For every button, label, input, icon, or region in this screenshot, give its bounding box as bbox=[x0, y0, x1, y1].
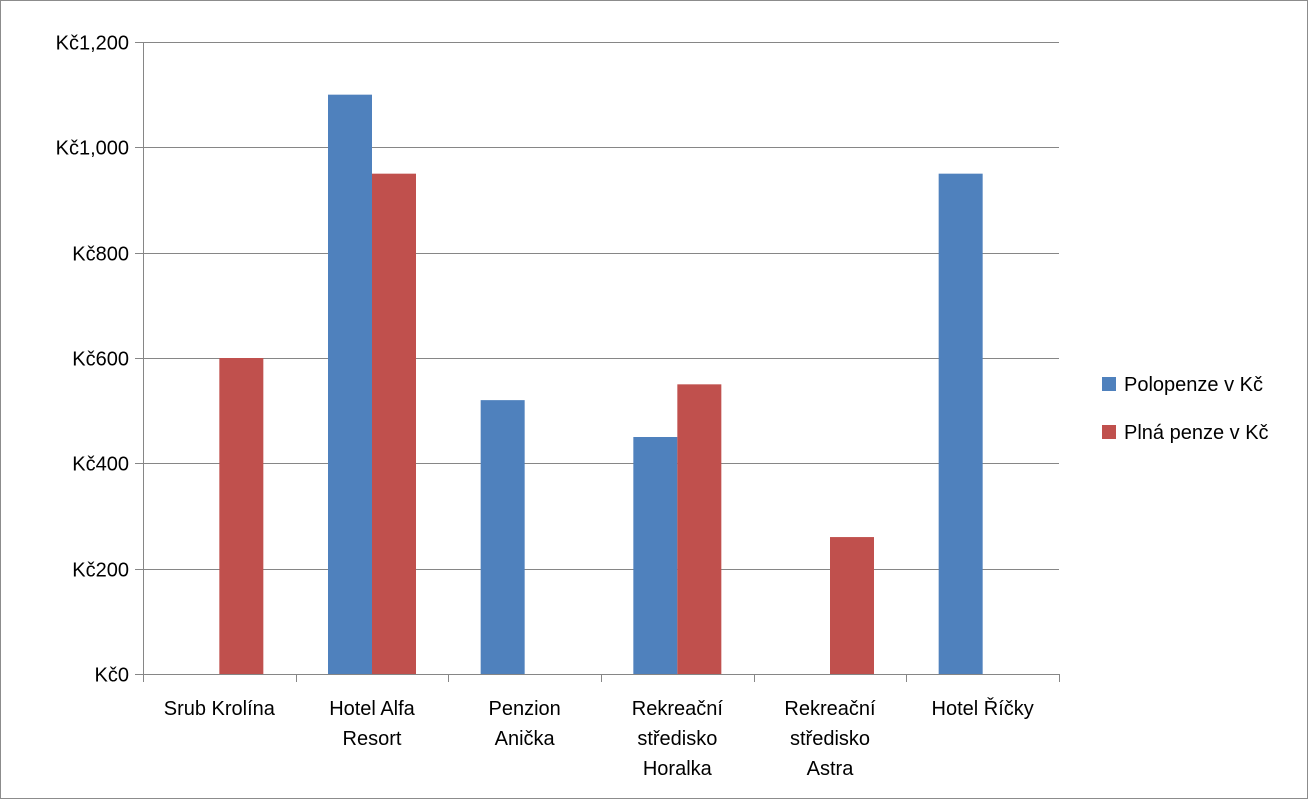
x-tick-label: Astra bbox=[807, 758, 855, 780]
gridlines bbox=[143, 42, 1059, 570]
legend: Polopenze v Kč Plná penze v Kč bbox=[1102, 374, 1269, 444]
bar-polopenze bbox=[633, 437, 678, 674]
y-tick-label: Kč1,000 bbox=[56, 138, 129, 160]
legend-swatch bbox=[1102, 377, 1116, 391]
x-tick-label: Anička bbox=[495, 728, 556, 750]
bars bbox=[219, 94, 983, 674]
x-tick-label: Srub Krolína bbox=[164, 698, 276, 720]
y-tick-label: Kč800 bbox=[72, 244, 129, 266]
x-tick-label: středisko bbox=[637, 728, 717, 750]
x-tick-labels: Srub Krolína Hotel Alfa Resort Penzion Aničk… bbox=[164, 697, 1034, 780]
x-tick-label: Horalka bbox=[643, 758, 713, 780]
x-tick-label: Hotel Alfa bbox=[329, 698, 415, 720]
bar-plna-penze bbox=[830, 537, 874, 674]
y-tick-label: Kč600 bbox=[72, 349, 129, 371]
x-tick-label: Rekreační bbox=[784, 698, 876, 720]
axes bbox=[135, 42, 1060, 682]
x-tick-label: středisko bbox=[790, 728, 870, 750]
bar-polopenze bbox=[328, 94, 372, 674]
legend-swatch bbox=[1102, 425, 1116, 439]
legend-label: Polopenze v Kč bbox=[1124, 374, 1263, 396]
bar-plna-penze bbox=[372, 173, 416, 674]
x-tick-label: Penzion bbox=[489, 698, 561, 720]
legend-label: Plná penze v Kč bbox=[1124, 422, 1269, 444]
bar-polopenze bbox=[938, 173, 983, 674]
bar-plna-penze bbox=[677, 384, 722, 674]
x-tick-label: Rekreační bbox=[632, 698, 724, 720]
bar-plna-penze bbox=[219, 358, 264, 674]
y-tick-labels: Kč0 Kč200 Kč400 Kč600 Kč800 Kč1,000 Kč1,200 bbox=[56, 33, 129, 687]
bar-polopenze bbox=[480, 400, 525, 674]
y-tick-label: Kč400 bbox=[72, 454, 129, 476]
x-tick-label: Hotel Říčky bbox=[932, 697, 1034, 720]
y-tick-label: Kč200 bbox=[72, 560, 129, 582]
y-tick-label: Kč0 bbox=[95, 665, 129, 687]
x-tick-label: Resort bbox=[343, 728, 402, 750]
y-tick-label: Kč1,200 bbox=[56, 33, 129, 55]
